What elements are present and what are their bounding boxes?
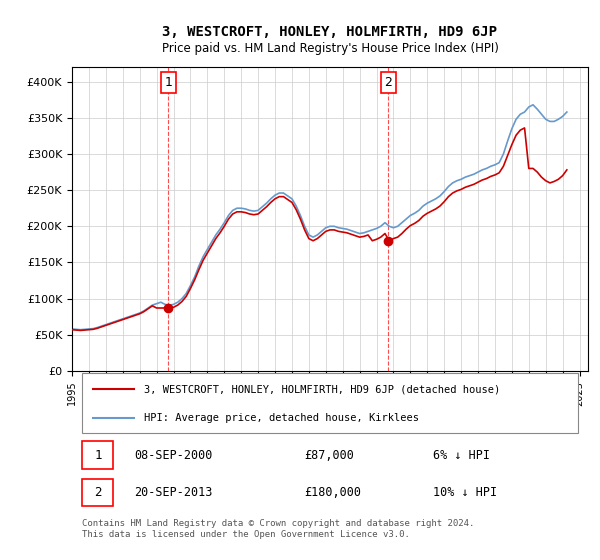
FancyBboxPatch shape — [82, 373, 578, 433]
Text: £87,000: £87,000 — [304, 449, 354, 461]
Text: 6% ↓ HPI: 6% ↓ HPI — [433, 449, 490, 461]
Text: 1: 1 — [94, 449, 101, 461]
Text: 10% ↓ HPI: 10% ↓ HPI — [433, 486, 497, 499]
Text: 2: 2 — [94, 486, 101, 499]
FancyBboxPatch shape — [82, 441, 113, 469]
Text: 3, WESTCROFT, HONLEY, HOLMFIRTH, HD9 6JP (detached house): 3, WESTCROFT, HONLEY, HOLMFIRTH, HD9 6JP… — [144, 384, 500, 394]
Text: 3, WESTCROFT, HONLEY, HOLMFIRTH, HD9 6JP: 3, WESTCROFT, HONLEY, HOLMFIRTH, HD9 6JP — [163, 25, 497, 39]
Text: 20-SEP-2013: 20-SEP-2013 — [134, 486, 212, 499]
Text: 2: 2 — [385, 76, 392, 89]
Text: 1: 1 — [164, 76, 172, 89]
Text: HPI: Average price, detached house, Kirklees: HPI: Average price, detached house, Kirk… — [144, 413, 419, 423]
Text: 08-SEP-2000: 08-SEP-2000 — [134, 449, 212, 461]
Text: Contains HM Land Registry data © Crown copyright and database right 2024.
This d: Contains HM Land Registry data © Crown c… — [82, 519, 475, 539]
Text: Price paid vs. HM Land Registry's House Price Index (HPI): Price paid vs. HM Land Registry's House … — [161, 42, 499, 55]
Text: £180,000: £180,000 — [304, 486, 361, 499]
FancyBboxPatch shape — [82, 479, 113, 506]
